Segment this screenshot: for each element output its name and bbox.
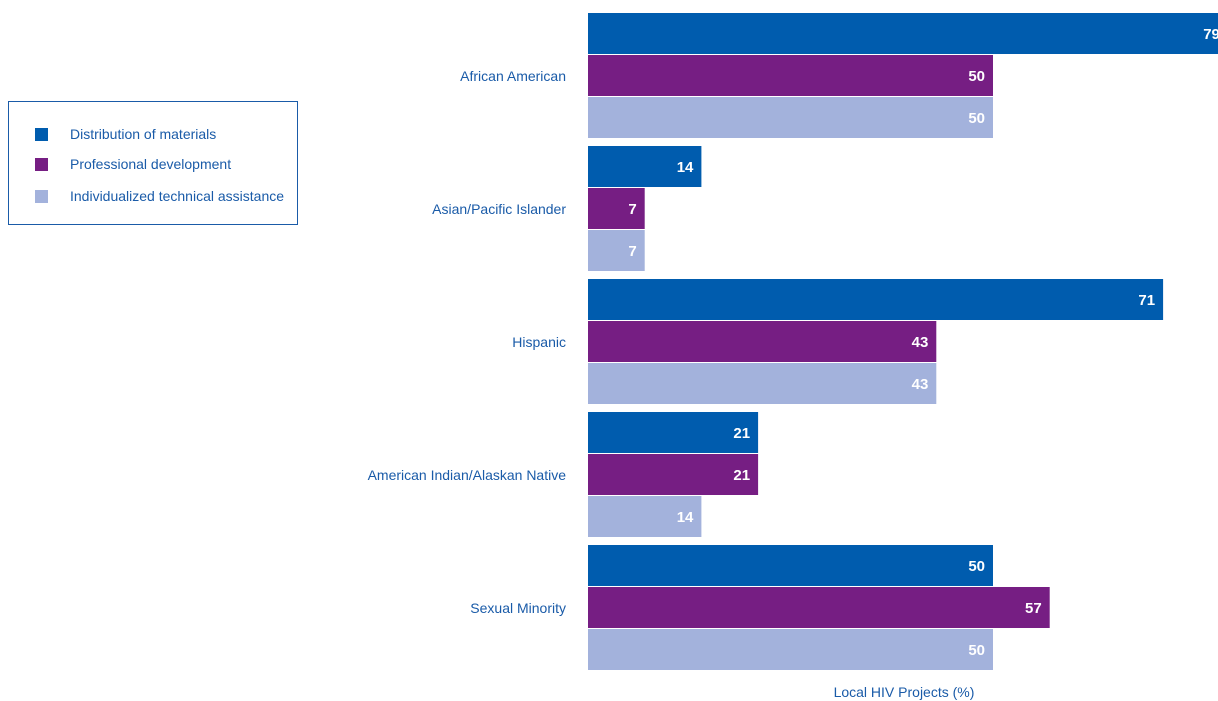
bar (588, 496, 702, 537)
bar (588, 55, 993, 96)
legend-swatch (35, 127, 48, 141)
bar (588, 363, 937, 404)
legend-swatch (35, 157, 48, 171)
data-label: 79 (1203, 26, 1218, 43)
bar (588, 13, 1218, 54)
data-label: 7 (628, 201, 636, 218)
category-labels-group: African American Asian/Pacific Islander Hi… (368, 68, 567, 616)
data-label: 43 (912, 376, 929, 393)
data-label: 43 (912, 334, 929, 351)
data-label: 21 (733, 425, 750, 442)
category-label: Hispanic (512, 334, 566, 350)
legend-label: Individualized technical assistance (70, 188, 285, 204)
data-label: 50 (968, 558, 985, 575)
bars-group: 79 50 50 14 7 7 71 43 43 21 21 14 50 57 50 (588, 13, 1218, 670)
data-label: 57 (1025, 600, 1042, 617)
data-label: 50 (968, 110, 985, 127)
bar (588, 454, 759, 495)
legend: Distribution of materials Professional d… (8, 101, 298, 225)
legend-swatch (35, 189, 48, 203)
bar (588, 321, 937, 362)
data-label: 7 (628, 243, 636, 260)
data-label: 71 (1138, 292, 1155, 309)
bar (588, 188, 645, 229)
bar (588, 629, 993, 670)
bar (588, 412, 759, 453)
bar (588, 545, 993, 586)
bar (588, 230, 645, 271)
bar (588, 146, 702, 187)
bar (588, 97, 993, 138)
legend-label: Professional development (70, 156, 232, 172)
legend-label: Distribution of materials (70, 126, 217, 142)
x-axis-label: Local HIV Projects (%) (834, 684, 975, 700)
category-label: American Indian/Alaskan Native (368, 467, 567, 483)
data-label: 50 (968, 68, 985, 85)
category-label: African American (460, 68, 566, 84)
category-label: Sexual Minority (470, 600, 566, 616)
data-label: 50 (968, 642, 985, 659)
legend-item-technical-assistance: Individualized technical assistance (35, 186, 284, 206)
data-label: 14 (677, 509, 694, 526)
legend-item-distribution: Distribution of materials (35, 124, 216, 144)
legend-item-professional-development: Professional development (35, 154, 231, 174)
bar (588, 279, 1164, 320)
data-label: 21 (733, 467, 750, 484)
data-label: 14 (677, 159, 694, 176)
bar (588, 587, 1050, 628)
category-label: Asian/Pacific Islander (432, 201, 566, 217)
